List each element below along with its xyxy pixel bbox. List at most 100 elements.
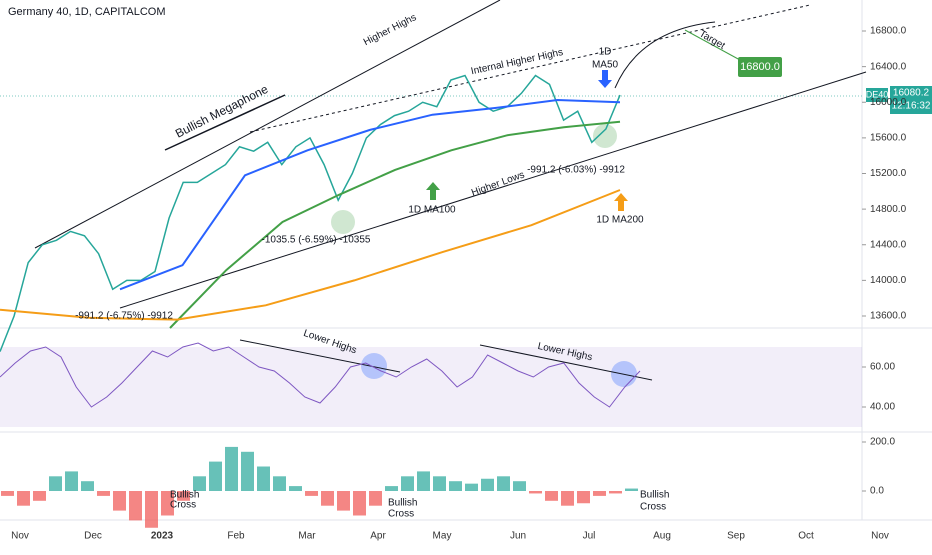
trendline xyxy=(119,71,867,309)
y-tick-label: 15600.0 xyxy=(870,133,907,144)
x-tick-label: Nov xyxy=(11,531,29,542)
histogram-bar xyxy=(289,486,302,491)
x-tick-label: Aug xyxy=(653,531,671,542)
x-tick-label: 2023 xyxy=(151,531,174,542)
histogram-bar xyxy=(433,476,446,491)
histogram-bar xyxy=(321,491,334,506)
price-box xyxy=(890,86,932,114)
arrow-icon xyxy=(614,193,628,211)
histogram-bar xyxy=(145,491,158,528)
moving-average xyxy=(119,98,621,291)
histogram-bar xyxy=(497,476,510,491)
histogram-bar xyxy=(241,451,254,491)
y-tick-label: 16400.0 xyxy=(870,61,907,72)
x-tick-label: Feb xyxy=(227,531,245,542)
arrow-icon xyxy=(598,70,612,88)
chart-title: Germany 40, 1D, CAPITALCOM xyxy=(8,6,166,18)
x-tick-label: Jun xyxy=(510,531,526,542)
histogram-bar xyxy=(209,461,222,491)
arrow-line xyxy=(164,94,286,151)
y-tick-label: 200.0 xyxy=(870,437,895,448)
last-price: 16080.2 xyxy=(893,88,930,99)
annotation: Cross xyxy=(640,502,666,513)
trendline xyxy=(34,0,501,249)
annotation: 1D xyxy=(599,47,612,58)
y-tick-label: 16000.0 xyxy=(870,97,907,108)
projection-curve xyxy=(614,21,716,89)
target-line xyxy=(684,29,741,61)
histogram-bar xyxy=(449,481,462,491)
histogram-bar xyxy=(513,481,526,491)
x-tick-label: Dec xyxy=(84,531,102,542)
annotation: Bullish xyxy=(170,490,199,501)
y-tick-label: 15200.0 xyxy=(870,168,907,179)
histogram-bar xyxy=(385,486,398,491)
annotation: -991.2 (-6.03%) -9912 xyxy=(527,165,625,176)
histogram-bar xyxy=(1,491,14,496)
histogram-bar xyxy=(481,478,494,491)
histogram-bar xyxy=(545,491,558,501)
histogram-bar xyxy=(177,491,190,501)
highlight xyxy=(593,124,617,148)
x-tick-label: Mar xyxy=(298,531,316,542)
histogram-bar xyxy=(369,491,382,506)
histogram-bar xyxy=(193,476,206,491)
y-tick-label: 60.00 xyxy=(870,362,895,373)
histogram-bar xyxy=(33,491,46,501)
x-tick-label: Apr xyxy=(370,531,386,542)
highlight xyxy=(361,353,387,379)
trendline xyxy=(479,344,653,381)
countdown: 12:16:32 xyxy=(892,101,931,112)
y-tick-label: 14800.0 xyxy=(870,204,907,215)
annotation: Cross xyxy=(170,500,196,511)
histogram-bar xyxy=(529,491,542,494)
price-line xyxy=(0,74,621,352)
histogram-bar xyxy=(81,481,94,491)
histogram-bar xyxy=(577,491,590,504)
y-tick-label: 14400.0 xyxy=(870,239,907,250)
annotation: Cross xyxy=(388,509,414,520)
histogram-bar xyxy=(561,491,574,506)
y-tick-label: 0.0 xyxy=(870,486,884,497)
histogram-bar xyxy=(401,476,414,491)
histogram-bar xyxy=(593,491,606,496)
histogram-bar xyxy=(129,491,142,521)
annotation: Bullish xyxy=(640,490,669,501)
x-tick-label: Nov xyxy=(871,531,889,542)
histogram-bar xyxy=(225,446,238,491)
histogram-bar xyxy=(609,491,622,494)
histogram-bar xyxy=(97,491,110,496)
rsi-band xyxy=(0,347,862,427)
annotation: MA50 xyxy=(592,60,619,71)
symbol-box xyxy=(866,88,888,102)
y-tick-label: 14000.0 xyxy=(870,275,907,286)
annotation: 1D MA200 xyxy=(596,215,644,226)
histogram-bar xyxy=(273,476,286,491)
annotation: 1D MA100 xyxy=(408,205,456,216)
x-tick-label: Jul xyxy=(583,531,596,542)
y-tick-label: 16800.0 xyxy=(870,26,907,37)
histogram-bar xyxy=(257,466,270,491)
histogram-bar xyxy=(17,491,30,506)
target-box xyxy=(738,57,782,77)
moving-average xyxy=(0,189,621,321)
histogram-bar xyxy=(161,491,174,516)
annotation: Bullish xyxy=(388,498,417,509)
histogram-bar xyxy=(417,471,430,491)
target-label: 16800.0 xyxy=(740,61,780,73)
x-tick-label: Sep xyxy=(727,531,745,542)
x-tick-label: May xyxy=(433,531,452,542)
histogram-bar xyxy=(465,483,478,491)
annotation: -991.2 (-6.75%) -9912 xyxy=(75,311,173,322)
rsi-line xyxy=(0,342,641,408)
arrow-icon xyxy=(426,182,440,200)
symbol-label: DE40 xyxy=(866,89,889,99)
highlight xyxy=(331,210,355,234)
histogram-bar xyxy=(113,491,126,511)
histogram-bar xyxy=(49,476,62,491)
histogram-bar xyxy=(337,491,350,511)
annotation: -1035.5 (-6.59%) -10355 xyxy=(262,235,371,246)
moving-average xyxy=(169,120,621,329)
